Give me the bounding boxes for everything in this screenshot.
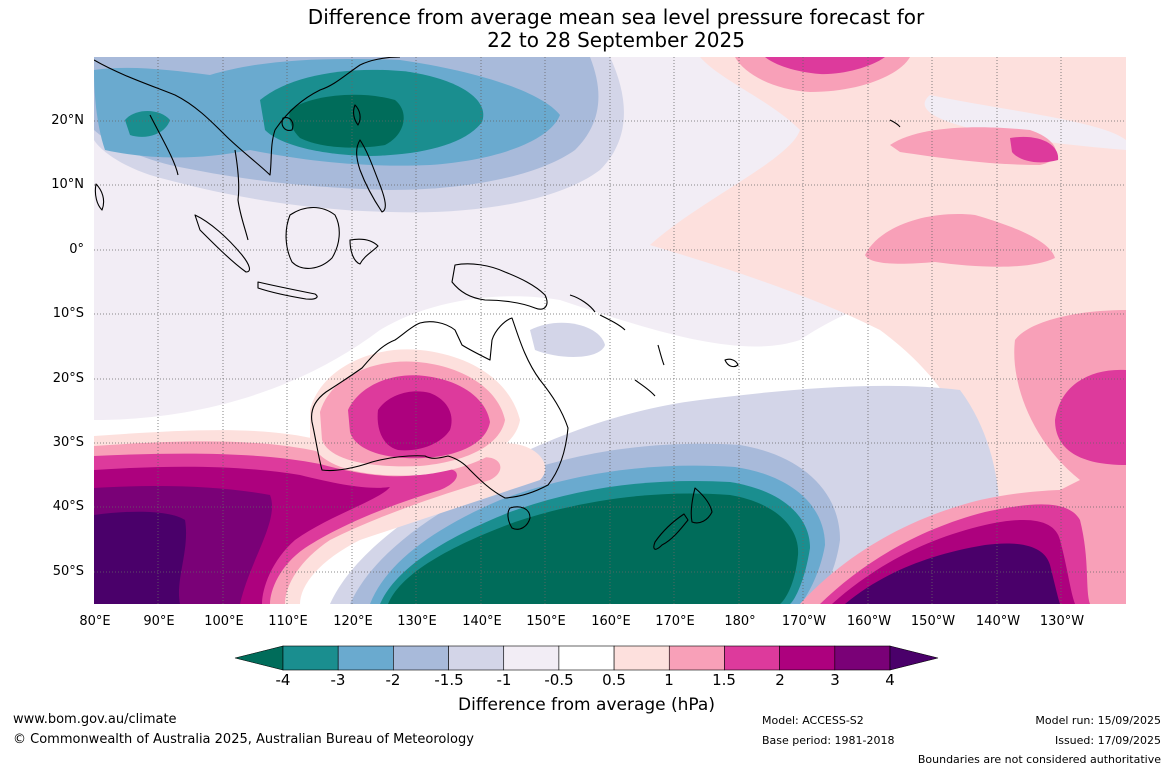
philippines-coastline — [356, 139, 386, 213]
colorbar-tick-label: 0.5 — [602, 671, 626, 689]
new-zealand-north-island — [690, 487, 713, 524]
australia-high-core — [377, 391, 452, 451]
lon-label: 90°E — [143, 614, 175, 629]
colorbar-cell — [337, 645, 394, 671]
colorbar-cell — [558, 645, 615, 671]
lon-label: 160°W — [846, 614, 892, 629]
lon-label: 140°W — [975, 614, 1021, 629]
lon-label: 100°E — [204, 614, 244, 629]
negative-anomaly-coral-sea — [530, 322, 605, 357]
sri-lanka-coastline — [94, 183, 105, 211]
lat-label: 10°N — [51, 177, 84, 192]
copyright-notice: © Commonwealth of Australia 2025, Austra… — [13, 732, 474, 747]
mainland-asia-coastline — [94, 57, 401, 241]
colorbar-cell — [668, 645, 725, 671]
lat-label: 30°S — [52, 435, 84, 450]
lat-label: 0° — [69, 242, 84, 257]
colorbar-tick-label: 1.5 — [712, 671, 736, 689]
fiji-coastline — [724, 358, 739, 368]
lat-label: 20°N — [51, 113, 84, 128]
colorbar-cell — [724, 645, 780, 671]
lon-label: 170°E — [655, 614, 695, 629]
lon-label: 150°E — [526, 614, 566, 629]
central-pacific-high-patch-2 — [1010, 136, 1059, 163]
colorbar-cell — [282, 645, 339, 671]
colorbar-cells — [282, 645, 891, 671]
new-caledonia-coastline — [634, 379, 656, 397]
colorbar-cell — [503, 645, 560, 671]
lat-label: 20°S — [52, 371, 84, 386]
positive-anomaly-east — [650, 57, 1126, 604]
sumatra-coastline — [194, 214, 251, 273]
map-title-line-1: Difference from average mean sea level p… — [307, 5, 925, 29]
colorbar-tick-label: -1.5 — [434, 671, 464, 689]
hawaii-coastline — [889, 119, 901, 128]
issued-date: Issued: 17/09/2025 — [1054, 734, 1161, 747]
southwest-high-core — [94, 511, 187, 604]
east-pacific-high-core — [1055, 369, 1126, 465]
model-name: Model: ACCESS-S2 — [762, 714, 864, 727]
colorbar-cell — [779, 645, 836, 671]
colorbar — [234, 645, 939, 671]
boundaries-disclaimer: Boundaries are not considered authoritat… — [917, 753, 1161, 766]
borneo-coastline — [285, 206, 340, 269]
new-zealand-south-island — [653, 513, 689, 550]
coastlines — [94, 57, 901, 550]
colorbar-cell — [448, 645, 505, 671]
lat-label: 50°S — [52, 564, 84, 579]
equatorial-high-patch — [865, 214, 1055, 267]
lon-label: 180° — [724, 614, 756, 629]
lon-label: 120°E — [333, 614, 373, 629]
colorbar-tick-label: -0.5 — [544, 671, 574, 689]
colorbar-tick-label: -1 — [496, 671, 512, 689]
lat-label: 40°S — [52, 499, 84, 514]
new-guinea-coastline — [451, 263, 548, 310]
lon-label: 160°E — [591, 614, 631, 629]
colorbar-tick-label: 4 — [885, 671, 895, 689]
colorbar-cell — [834, 645, 891, 671]
graticule — [94, 57, 1126, 604]
lat-label: 10°S — [52, 306, 84, 321]
colorbar-cell — [613, 645, 670, 671]
colorbar-tick-label: 3 — [830, 671, 840, 689]
colorbar-lower-extension — [234, 645, 284, 671]
website-link[interactable]: www.bom.gov.au/climate — [13, 712, 177, 727]
lon-label: 150°W — [910, 614, 956, 629]
lon-label: 80°E — [79, 614, 111, 629]
north-low-ring-4b — [125, 111, 170, 137]
colorbar-title: Difference from average (hPa) — [458, 695, 715, 715]
colorbar-tick-label: -3 — [330, 671, 346, 689]
lon-label: 140°E — [462, 614, 502, 629]
lon-label: 170°W — [781, 614, 827, 629]
colorbar-cell — [393, 645, 449, 671]
lon-label: 130°W — [1039, 614, 1085, 629]
java-coastline — [257, 281, 318, 300]
central-pacific-high-patch — [890, 127, 1057, 165]
base-period: Base period: 1981-2018 — [762, 734, 895, 747]
colorbar-tick-label: -2 — [385, 671, 401, 689]
australia-coastline — [311, 317, 569, 499]
colorbar-tick-label: 2 — [775, 671, 785, 689]
map-title-line-2: 22 to 28 September 2025 — [487, 28, 745, 52]
tasmania-coastline — [507, 506, 531, 530]
lon-label: 110°E — [268, 614, 308, 629]
model-run-date: Model run: 15/09/2025 — [1035, 714, 1161, 727]
map-field — [94, 57, 1126, 604]
solomon-islands-coastline — [569, 294, 626, 331]
vanuatu-coastline — [657, 344, 665, 366]
sulawesi-coastline — [349, 238, 379, 265]
colorbar-tick-label: 1 — [664, 671, 674, 689]
southeast-high-core — [845, 543, 1060, 604]
colorbar-tick-label: -4 — [275, 671, 291, 689]
north-pacific-high-core — [765, 57, 885, 75]
lon-label: 130°E — [397, 614, 437, 629]
tasman-low-core — [388, 493, 799, 604]
colorbar-upper-extension — [889, 645, 939, 671]
hainan-coastline — [281, 117, 294, 131]
taiwan-coastline — [353, 104, 361, 126]
